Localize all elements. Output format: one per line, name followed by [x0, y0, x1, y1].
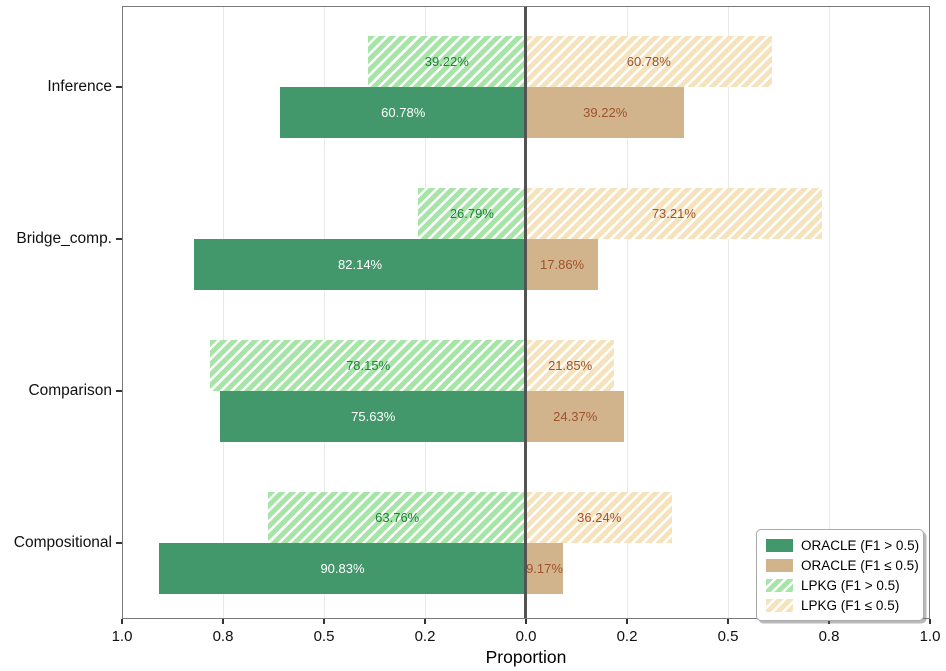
- bar-comparison-lpkg-f1-0-5: 21.85%: [526, 340, 615, 391]
- legend-label: LPKG (F1 ≤ 0.5): [801, 597, 900, 613]
- zero-axis-line: [524, 6, 527, 619]
- y-tick-mark: [116, 390, 122, 392]
- y-tick-mark: [116, 542, 122, 544]
- x-axis-title: Proportion: [485, 647, 567, 667]
- bar-value-label: 36.24%: [577, 510, 622, 525]
- bar-compositional-lpkg-f1-0-5: 63.76%: [268, 492, 526, 543]
- bar-value-label: 82.14%: [338, 257, 383, 272]
- bar-comparison-lpkg-f1-0-5: 78.15%: [210, 340, 526, 391]
- x-tick-label: 0.8: [818, 628, 840, 645]
- bar-bridge-comp-lpkg-f1-0-5: 73.21%: [526, 188, 822, 239]
- gridline: [323, 6, 325, 619]
- bar-comparison-oracle-f1-0-5: 24.37%: [526, 391, 625, 442]
- bar-value-label: 75.63%: [351, 409, 396, 424]
- legend-swatch-icon: [766, 538, 793, 552]
- bar-value-label: 21.85%: [548, 358, 593, 373]
- bar-inference-lpkg-f1-0-5: 60.78%: [526, 36, 772, 87]
- legend-swatch-icon: [766, 598, 793, 612]
- x-tick-mark: [424, 619, 426, 624]
- legend-item-lpkg-f1-0-5: LPKG (F1 > 0.5): [766, 577, 914, 593]
- bar-value-label: 60.78%: [381, 105, 426, 120]
- bar-value-label: 90.83%: [320, 561, 365, 576]
- x-tick-mark: [323, 619, 325, 624]
- bar-value-label: 60.78%: [626, 54, 671, 69]
- x-tick-mark: [828, 619, 830, 624]
- category-label-comparison: Comparison: [28, 382, 112, 399]
- x-tick-label: 0.8: [212, 628, 234, 645]
- bar-value-label: 63.76%: [375, 510, 420, 525]
- category-label-compositional: Compositional: [13, 534, 112, 551]
- category-label-inference: Inference: [47, 78, 112, 95]
- legend-item-lpkg-f1-0-5: LPKG (F1 ≤ 0.5): [766, 597, 914, 613]
- bar-value-label: 9.17%: [526, 561, 563, 576]
- x-tick-label: 0.5: [717, 628, 739, 645]
- bar-value-label: 78.15%: [346, 358, 391, 373]
- legend-label: ORACLE (F1 > 0.5): [801, 537, 920, 553]
- x-tick-label: 1.0: [111, 628, 133, 645]
- bar-value-label: 26.79%: [449, 206, 494, 221]
- bar-value-label: 39.22%: [583, 105, 628, 120]
- bar-inference-lpkg-f1-0-5: 39.22%: [367, 36, 526, 87]
- x-tick-mark: [929, 619, 931, 624]
- y-tick-mark: [116, 238, 122, 240]
- plot-area: 60.78% 82.14% 75.63% 90.83% 39.22% 17.86% 24.3…: [14, 6, 940, 667]
- x-tick-label: 0.0: [515, 628, 537, 645]
- gridline: [626, 6, 628, 619]
- x-tick-label: 0.2: [414, 628, 436, 645]
- legend-swatch-icon: [766, 558, 793, 572]
- x-tick-label: 1.0: [919, 628, 941, 645]
- gridline: [424, 6, 426, 619]
- bar-value-label: 17.86%: [540, 257, 585, 272]
- bar-value-label: 73.21%: [651, 206, 696, 221]
- x-tick-mark: [525, 619, 527, 624]
- bar-compositional-oracle-f1-0-5: 9.17%: [526, 543, 564, 594]
- x-tick-label: 0.5: [313, 628, 335, 645]
- bar-bridge-comp-lpkg-f1-0-5: 26.79%: [417, 188, 526, 239]
- bar-inference-oracle-f1-0-5: 39.22%: [526, 87, 685, 138]
- legend: ORACLE (F1 > 0.5) ORACLE (F1 ≤ 0.5) LPKG (…: [756, 529, 924, 621]
- gridline: [727, 6, 729, 619]
- bar-value-label: 24.37%: [553, 409, 598, 424]
- legend-label: ORACLE (F1 ≤ 0.5): [801, 557, 919, 573]
- bar-inference-oracle-f1-0-5: 60.78%: [280, 87, 526, 138]
- y-tick-mark: [116, 86, 122, 88]
- bar-comparison-oracle-f1-0-5: 75.63%: [220, 391, 526, 442]
- bar-compositional-lpkg-f1-0-5: 36.24%: [526, 492, 673, 543]
- category-label-bridge-comp: Bridge_comp.: [16, 230, 112, 247]
- legend-label: LPKG (F1 > 0.5): [801, 577, 900, 593]
- bar-value-label: 39.22%: [424, 54, 469, 69]
- bar-bridge-comp-oracle-f1-0-5: 82.14%: [194, 239, 526, 290]
- gridline: [828, 6, 830, 619]
- bar-compositional-oracle-f1-0-5: 90.83%: [159, 543, 526, 594]
- gridline: [222, 6, 224, 619]
- x-tick-mark: [121, 619, 123, 624]
- legend-swatch-icon: [766, 578, 793, 592]
- legend-item-oracle-f1-0-5: ORACLE (F1 > 0.5): [766, 537, 919, 553]
- legend-item-oracle-f1-0-5: ORACLE (F1 ≤ 0.5): [766, 557, 919, 573]
- x-tick-mark: [727, 619, 729, 624]
- x-tick-label: 0.2: [616, 628, 638, 645]
- x-tick-mark: [222, 619, 224, 624]
- x-tick-mark: [626, 619, 628, 624]
- bar-bridge-comp-oracle-f1-0-5: 17.86%: [526, 239, 599, 290]
